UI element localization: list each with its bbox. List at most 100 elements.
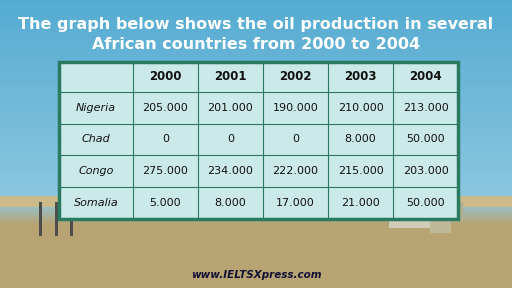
Bar <box>0 174 512 175</box>
Bar <box>0 219 512 220</box>
Bar <box>0 207 512 208</box>
Bar <box>0 220 512 221</box>
Bar <box>0 173 512 175</box>
Bar <box>0 2 512 3</box>
Bar <box>0 88 512 90</box>
Bar <box>0 88 512 89</box>
Bar <box>0 107 512 108</box>
Bar <box>0 86 512 88</box>
Bar <box>0 84 512 86</box>
Bar <box>0 212 512 213</box>
Bar <box>0 68 512 70</box>
Bar <box>0 128 512 129</box>
Bar <box>0 144 512 145</box>
Bar <box>0 69 512 71</box>
Text: 2001: 2001 <box>214 70 247 83</box>
Bar <box>0 105 512 107</box>
Bar <box>0 206 512 207</box>
Bar <box>0 54 512 55</box>
Bar <box>0 59 512 60</box>
Text: 17.000: 17.000 <box>276 198 315 208</box>
Text: 0: 0 <box>162 134 169 144</box>
Text: 210.000: 210.000 <box>338 103 383 113</box>
Bar <box>0 109 512 111</box>
Bar <box>0 34 512 35</box>
Text: African countries from 2000 to 2004: African countries from 2000 to 2004 <box>92 37 420 52</box>
Bar <box>0 206 512 207</box>
Text: 2000: 2000 <box>149 70 182 83</box>
Bar <box>0 169 512 170</box>
Bar <box>0 20 512 21</box>
Bar <box>0 205 512 206</box>
Bar <box>0 65 512 67</box>
Bar <box>0 13 512 14</box>
Bar <box>0 139 512 140</box>
Bar <box>0 42 512 43</box>
Bar <box>0 4 512 5</box>
Text: 215.000: 215.000 <box>338 166 383 176</box>
Bar <box>0 117 512 118</box>
Bar <box>0 146 512 147</box>
Bar <box>0 6 512 7</box>
Bar <box>0 204 512 205</box>
Bar <box>0 61 512 62</box>
Bar <box>0 202 512 203</box>
Bar <box>0 17 512 18</box>
Bar <box>0 142 512 143</box>
Bar <box>0 141 512 142</box>
Text: 8.000: 8.000 <box>215 198 246 208</box>
Bar <box>0 188 512 190</box>
Text: 5.000: 5.000 <box>150 198 181 208</box>
Bar <box>0 202 512 288</box>
Bar <box>0 47 512 48</box>
Bar <box>0 127 512 128</box>
Bar <box>0 82 512 84</box>
Text: Chad: Chad <box>81 134 110 144</box>
Bar <box>0 198 512 200</box>
Text: 21.000: 21.000 <box>341 198 380 208</box>
Bar <box>0 157 512 158</box>
Bar <box>0 158 512 159</box>
Bar <box>0 92 512 93</box>
Bar <box>0 113 512 115</box>
Bar <box>0 74 512 76</box>
Bar <box>0 3 512 4</box>
Bar <box>0 35 512 36</box>
Bar <box>0 43 512 44</box>
Bar <box>0 203 512 204</box>
Bar <box>0 211 512 212</box>
Bar <box>0 172 512 173</box>
Bar <box>0 109 512 110</box>
Bar <box>0 216 512 217</box>
Bar <box>0 97 512 99</box>
Bar <box>0 72 512 73</box>
Bar <box>0 94 512 96</box>
Bar <box>0 190 512 192</box>
Bar <box>0 180 512 181</box>
Bar <box>0 100 512 101</box>
Text: 203.000: 203.000 <box>403 166 449 176</box>
Bar <box>0 215 512 216</box>
Bar <box>0 48 512 50</box>
Bar <box>0 0 512 1</box>
Bar <box>0 201 512 202</box>
Bar <box>0 199 512 200</box>
Bar <box>0 194 512 196</box>
Text: 2003: 2003 <box>345 70 377 83</box>
Bar <box>0 111 512 112</box>
Bar <box>0 5 512 6</box>
Text: 2004: 2004 <box>410 70 442 83</box>
Bar <box>0 84 512 85</box>
Bar <box>0 143 512 144</box>
Bar <box>451 202 463 222</box>
Bar <box>0 196 512 207</box>
Bar <box>0 38 512 39</box>
Bar <box>0 50 512 51</box>
Bar <box>0 163 512 164</box>
Bar <box>0 90 512 92</box>
Text: 205.000: 205.000 <box>142 103 188 113</box>
Text: Nigeria: Nigeria <box>76 103 116 113</box>
Bar <box>0 175 512 176</box>
Bar <box>0 183 512 185</box>
Bar <box>0 213 512 214</box>
